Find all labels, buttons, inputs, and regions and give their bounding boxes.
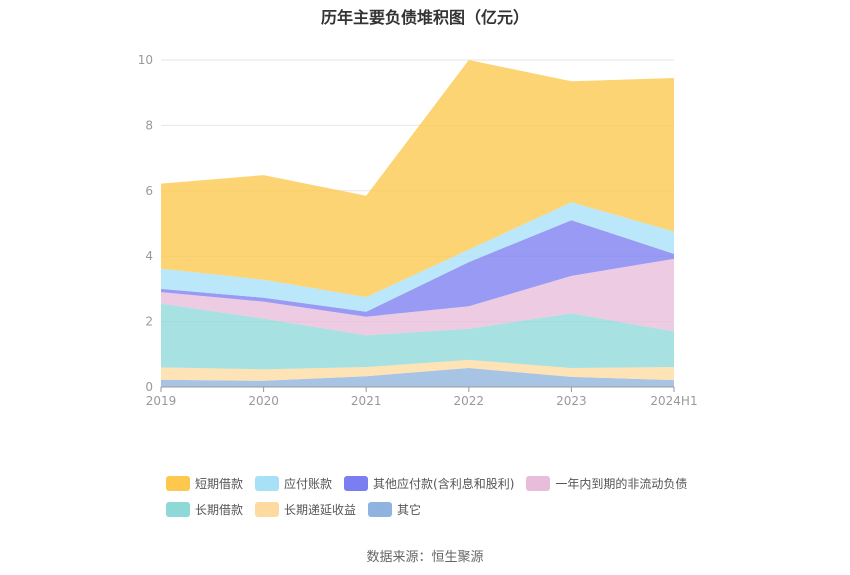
legend-label: 长期借款 bbox=[195, 502, 244, 517]
legend-swatch bbox=[344, 475, 369, 491]
y-tick-label: 8 bbox=[145, 118, 153, 132]
legend-item[interactable]: 一年内到期的非流动负债 bbox=[526, 475, 687, 492]
area-series-5 bbox=[161, 202, 674, 312]
legend-item[interactable]: 其它 bbox=[368, 501, 421, 518]
x-tick-label: 2024H1 bbox=[650, 394, 697, 408]
legend-swatch bbox=[166, 475, 190, 491]
area-series-0 bbox=[161, 368, 674, 387]
area-series-6 bbox=[161, 60, 674, 298]
legend-swatch bbox=[526, 475, 551, 491]
legend-item[interactable]: 其他应付款(含利息和股利) bbox=[344, 475, 514, 492]
x-tick-label: 2022 bbox=[454, 394, 485, 408]
legend-label: 一年内到期的非流动负债 bbox=[555, 476, 688, 491]
chart-title: 历年主要负债堆积图（亿元） bbox=[320, 8, 529, 27]
area-series-4 bbox=[161, 220, 674, 317]
x-tick-label: 2021 bbox=[351, 394, 382, 408]
legend-row: 短期借款 应付账款 其他应付款(含利息和股利) 一年内到期的非流动负债 bbox=[166, 472, 726, 494]
area-series-1 bbox=[161, 359, 674, 381]
legend-row: 长期借款 长期递延收益 其它 bbox=[166, 498, 726, 520]
x-tick-label: 2020 bbox=[248, 394, 279, 408]
legend-label: 其它 bbox=[397, 502, 422, 517]
y-tick-label: 2 bbox=[145, 315, 153, 329]
x-tick-label: 2023 bbox=[556, 394, 587, 408]
legend-item[interactable]: 短期借款 bbox=[166, 475, 243, 492]
y-tick-label: 6 bbox=[145, 184, 153, 198]
stacked-area-chart: 0 2 4 6 8 10 2019 2020 2021 2022 2023 2024H1 bbox=[138, 53, 698, 408]
data-source: 数据来源：恒生聚源 bbox=[366, 550, 484, 565]
legend-label: 长期递延收益 bbox=[284, 502, 357, 517]
x-tick-label: 2019 bbox=[146, 394, 177, 408]
legend-label: 其他应付款(含利息和股利) bbox=[373, 476, 515, 491]
chart-legend: 短期借款 应付账款 其他应付款(含利息和股利) 一年内到期的非流动负债长期借款 长期递延… bbox=[166, 472, 726, 524]
legend-swatch bbox=[255, 475, 280, 491]
legend-item[interactable]: 应付账款 bbox=[255, 475, 332, 492]
area-series-3 bbox=[161, 258, 674, 336]
legend-label: 短期借款 bbox=[195, 476, 244, 491]
area-series-2 bbox=[161, 303, 674, 370]
legend-swatch bbox=[255, 501, 280, 517]
y-tick-label: 10 bbox=[138, 53, 153, 67]
legend-item[interactable]: 长期借款 bbox=[166, 501, 243, 518]
legend-swatch bbox=[368, 501, 393, 517]
y-tick-label: 0 bbox=[145, 380, 153, 394]
y-tick-label: 4 bbox=[145, 249, 153, 263]
legend-label: 应付账款 bbox=[284, 476, 333, 491]
legend-swatch bbox=[166, 501, 190, 517]
legend-item[interactable]: 长期递延收益 bbox=[255, 501, 356, 518]
